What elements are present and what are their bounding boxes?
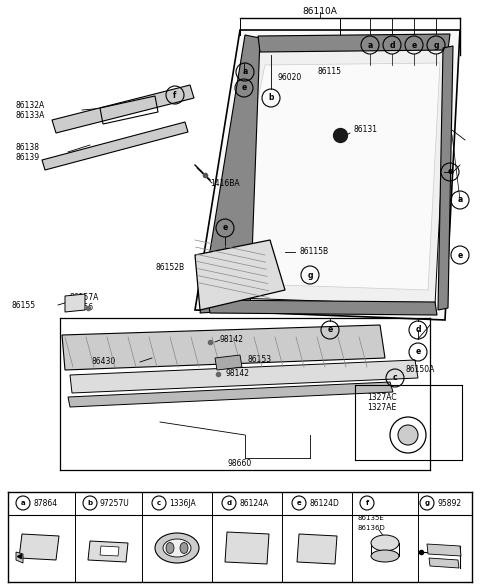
Polygon shape xyxy=(195,240,285,310)
Polygon shape xyxy=(215,355,242,370)
Text: 86124D: 86124D xyxy=(309,499,339,507)
Polygon shape xyxy=(42,122,188,170)
Ellipse shape xyxy=(371,550,399,562)
Text: 86156: 86156 xyxy=(70,304,94,312)
Text: 86124A: 86124A xyxy=(239,499,268,507)
Polygon shape xyxy=(65,294,85,312)
Ellipse shape xyxy=(371,535,399,551)
Text: d: d xyxy=(415,325,421,335)
Polygon shape xyxy=(429,558,459,568)
Text: e: e xyxy=(327,325,333,335)
Text: 96020: 96020 xyxy=(278,73,302,81)
Ellipse shape xyxy=(163,539,191,557)
Text: c: c xyxy=(157,500,161,506)
Text: 86139: 86139 xyxy=(16,154,40,162)
Text: f: f xyxy=(365,500,369,506)
Polygon shape xyxy=(195,30,460,320)
Polygon shape xyxy=(62,325,385,370)
Text: 86135E: 86135E xyxy=(357,515,384,521)
Text: 86131: 86131 xyxy=(353,125,377,135)
Text: a: a xyxy=(457,196,463,205)
Text: 98660: 98660 xyxy=(228,458,252,468)
Ellipse shape xyxy=(166,543,174,554)
Text: 86136D: 86136D xyxy=(357,525,385,531)
Text: 86157A: 86157A xyxy=(70,294,99,302)
Text: 98142: 98142 xyxy=(226,370,250,379)
Text: g: g xyxy=(433,40,439,49)
Polygon shape xyxy=(16,552,23,563)
Text: e: e xyxy=(222,223,228,233)
Polygon shape xyxy=(220,63,440,290)
Text: 86155: 86155 xyxy=(12,301,36,309)
Text: a: a xyxy=(367,40,372,49)
Text: f: f xyxy=(173,90,177,100)
Text: b: b xyxy=(87,500,93,506)
Polygon shape xyxy=(258,34,450,52)
Text: e: e xyxy=(457,250,463,260)
Text: d: d xyxy=(389,40,395,49)
Polygon shape xyxy=(100,546,119,556)
Polygon shape xyxy=(427,544,461,556)
Text: 86138: 86138 xyxy=(16,144,40,152)
Text: 1416BA: 1416BA xyxy=(210,179,240,188)
Text: 86115B: 86115B xyxy=(300,247,329,257)
Text: c: c xyxy=(393,373,397,383)
Polygon shape xyxy=(438,46,453,310)
Polygon shape xyxy=(68,382,393,407)
Text: 1336JA: 1336JA xyxy=(169,499,196,507)
Text: 98142: 98142 xyxy=(220,336,244,345)
Text: b: b xyxy=(268,94,274,103)
Text: 87864: 87864 xyxy=(33,499,57,507)
Text: e: e xyxy=(297,500,301,506)
Text: e: e xyxy=(415,347,420,356)
Text: 97257U: 97257U xyxy=(100,499,130,507)
Polygon shape xyxy=(208,48,448,305)
Polygon shape xyxy=(225,532,269,564)
Text: 86152B: 86152B xyxy=(155,264,184,272)
Text: a: a xyxy=(21,500,25,506)
Text: g: g xyxy=(307,271,313,280)
Polygon shape xyxy=(88,541,128,562)
Text: 86132A: 86132A xyxy=(16,101,45,110)
Text: 86150A: 86150A xyxy=(405,366,434,374)
Polygon shape xyxy=(52,85,194,133)
Polygon shape xyxy=(208,300,437,315)
Text: 86133A: 86133A xyxy=(16,111,46,120)
Text: e: e xyxy=(411,40,417,49)
Text: 86110A: 86110A xyxy=(302,8,337,16)
Text: 1327AC: 1327AC xyxy=(367,394,396,403)
Text: e: e xyxy=(241,83,247,93)
Polygon shape xyxy=(297,534,337,564)
Text: a: a xyxy=(242,67,248,77)
Text: 95892: 95892 xyxy=(437,499,461,507)
Text: 86115: 86115 xyxy=(318,67,342,77)
Polygon shape xyxy=(70,360,418,393)
Circle shape xyxy=(398,425,418,445)
Ellipse shape xyxy=(155,533,199,563)
Text: d: d xyxy=(227,500,231,506)
Ellipse shape xyxy=(180,543,188,554)
Text: 86153: 86153 xyxy=(248,356,272,364)
Polygon shape xyxy=(200,35,260,313)
Text: 1327AE: 1327AE xyxy=(367,404,396,413)
Polygon shape xyxy=(19,534,59,560)
Text: g: g xyxy=(424,500,430,506)
Text: 86430: 86430 xyxy=(92,357,116,366)
Text: e: e xyxy=(447,168,453,176)
